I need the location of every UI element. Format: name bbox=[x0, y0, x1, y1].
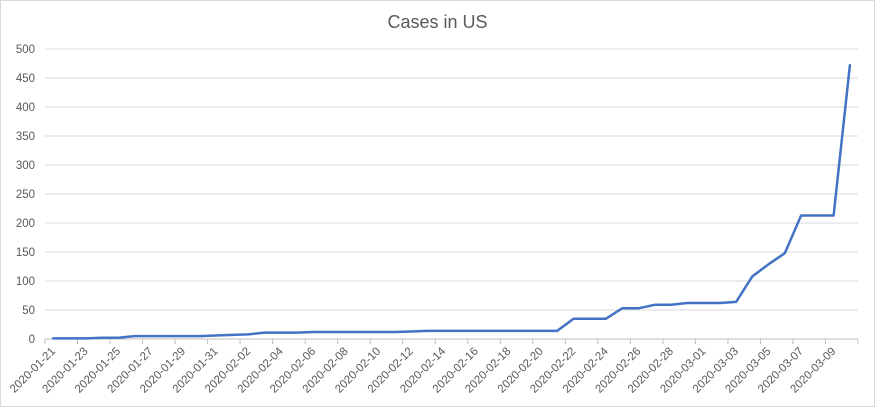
series-line bbox=[51, 63, 852, 340]
y-tick-label: 200 bbox=[16, 218, 35, 230]
y-tick-label: 350 bbox=[16, 131, 35, 143]
y-tick-label: 450 bbox=[16, 73, 35, 85]
y-tick-label: 0 bbox=[29, 334, 35, 346]
y-tick-label: 400 bbox=[16, 102, 35, 114]
chart-title: Cases in US bbox=[387, 12, 488, 32]
y-tick-label: 300 bbox=[16, 160, 35, 172]
y-tick-label: 50 bbox=[22, 305, 35, 317]
y-tick-label: 100 bbox=[16, 276, 35, 288]
y-tick-label: 250 bbox=[16, 189, 35, 201]
y-tick-label: 500 bbox=[16, 44, 35, 56]
y-tick-label: 150 bbox=[16, 247, 35, 259]
